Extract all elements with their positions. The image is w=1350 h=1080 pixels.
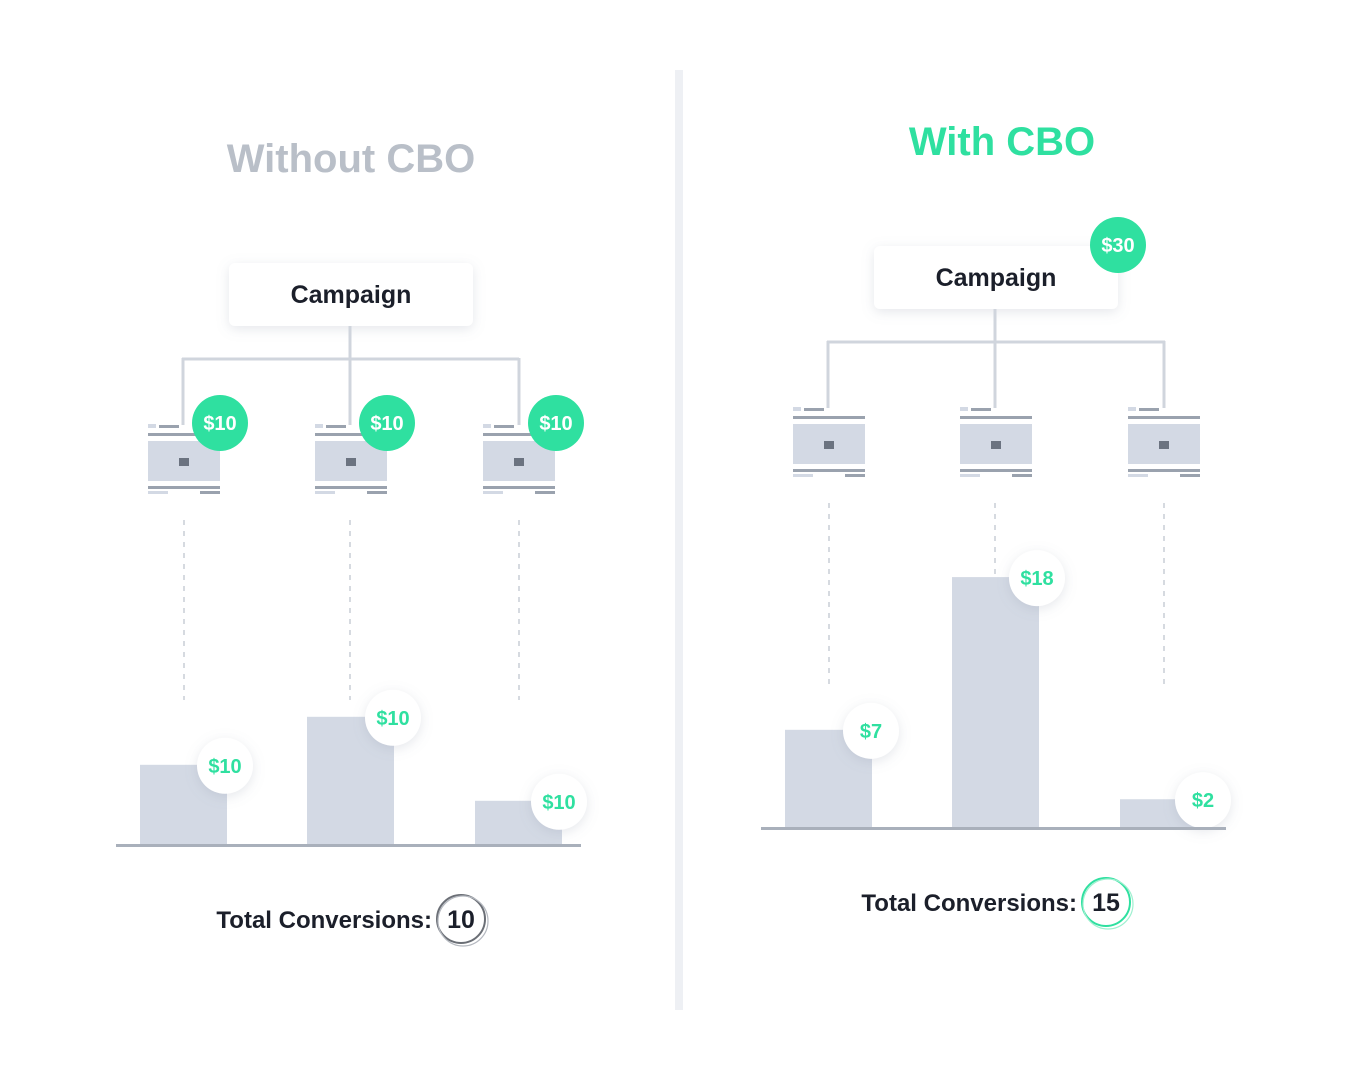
left-chart-baseline — [116, 844, 581, 847]
left-budget-badge-1: $10 — [192, 395, 248, 451]
right-total-label: Total Conversions: — [861, 890, 1077, 917]
left-bar-label-bubble-2 — [365, 689, 421, 746]
left-budget-badge-3: $10 — [528, 395, 584, 451]
left-bar-label-bubble-3 — [531, 773, 587, 830]
right-ad-2 — [960, 407, 1032, 477]
right-bar-chart: $7 $18 $2 — [785, 550, 1231, 829]
left-total-conversions: Total Conversions: 10 — [216, 894, 489, 947]
right-tree-connectors — [826, 309, 1166, 408]
left-total-ring — [436, 894, 486, 944]
right-bar-label-bubble-1 — [843, 702, 899, 759]
left-dashed-lines — [183, 520, 520, 700]
right-bar-2 — [952, 577, 1039, 827]
svg-text:$10: $10 — [370, 413, 403, 435]
right-panel: With CBO Campaign $30 — [761, 120, 1231, 930]
left-ad-2 — [315, 424, 387, 494]
panel-divider — [675, 70, 683, 1010]
left-campaign-label: Campaign — [291, 281, 412, 309]
right-campaign-label: Campaign — [936, 264, 1057, 292]
left-panel: Without CBO Campaign — [116, 137, 587, 947]
right-campaign-box: Campaign — [874, 246, 1118, 309]
left-bar-label-2: $10 — [376, 708, 409, 730]
right-total-ring — [1081, 877, 1131, 927]
right-total-conversions: Total Conversions: 15 — [861, 877, 1134, 930]
right-ad-3 — [1128, 407, 1200, 477]
right-chart-baseline — [761, 827, 1226, 830]
svg-text:$30: $30 — [1101, 235, 1134, 257]
right-ad-1 — [793, 407, 865, 477]
right-bar-label-bubble-3 — [1175, 772, 1231, 829]
left-title: Without CBO — [227, 137, 475, 181]
right-total-value: 15 — [1092, 889, 1120, 917]
right-dashed-lines — [828, 503, 1165, 690]
right-bar-label-2: $18 — [1020, 568, 1053, 590]
svg-text:$10: $10 — [539, 413, 572, 435]
svg-text:$10: $10 — [203, 413, 236, 435]
left-tree-connectors — [181, 326, 521, 425]
right-bar-label-bubble-2 — [1009, 550, 1065, 607]
left-bar-label-bubble-1 — [197, 737, 253, 794]
left-total-value: 10 — [447, 906, 475, 934]
left-bar-label-3: $10 — [542, 792, 575, 814]
right-bar-label-1: $7 — [860, 721, 882, 743]
right-campaign-budget-badge: $30 — [1090, 217, 1146, 273]
left-bar-chart: $10 $10 $10 — [140, 689, 587, 844]
left-budget-badge-2: $10 — [359, 395, 415, 451]
left-bar-label-1: $10 — [208, 756, 241, 778]
left-total-label: Total Conversions: — [216, 907, 432, 934]
right-bar-label-3: $2 — [1192, 790, 1214, 812]
left-campaign-box: Campaign — [229, 263, 473, 326]
right-title: With CBO — [909, 120, 1095, 164]
